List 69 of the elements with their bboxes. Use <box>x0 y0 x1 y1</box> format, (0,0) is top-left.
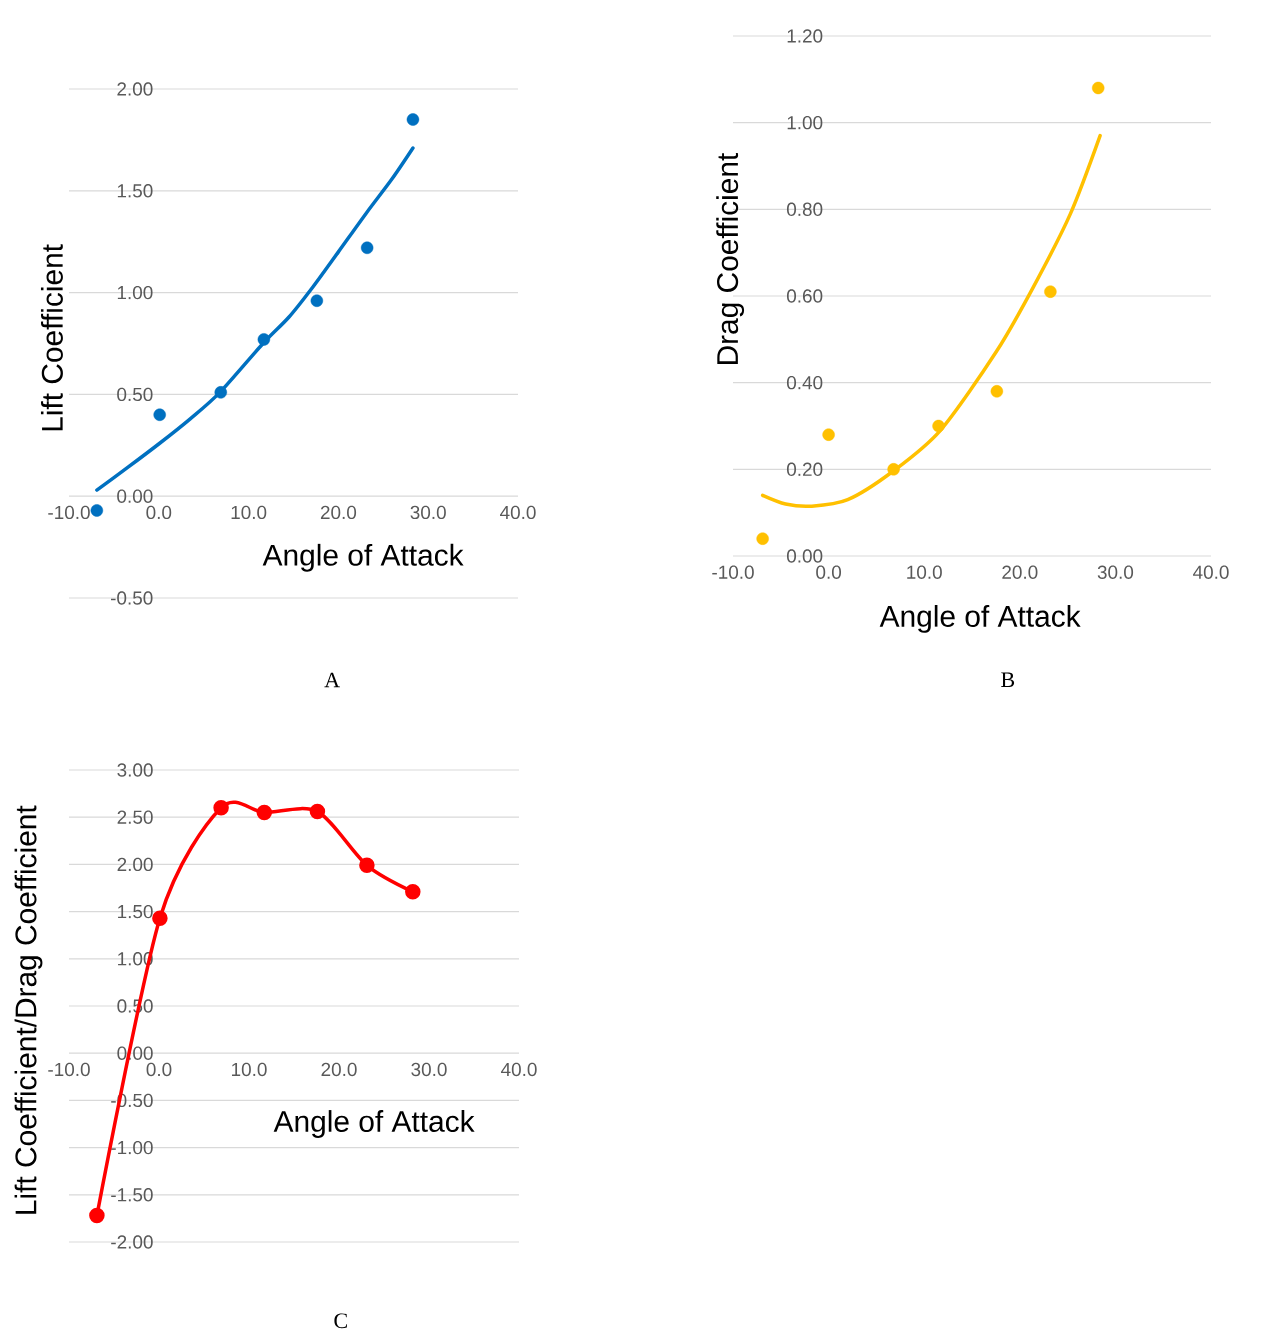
point <box>360 241 374 254</box>
point <box>1044 285 1057 298</box>
y-tick-label: 1.20 <box>787 29 823 43</box>
point <box>309 803 326 820</box>
point <box>756 532 769 545</box>
y-tick-label: -1.00 <box>111 1140 153 1155</box>
y-tick-label: 0.00 <box>117 489 153 503</box>
y-tick-label: 2.00 <box>117 857 153 872</box>
point <box>406 113 420 126</box>
x-tick-label: 10.0 <box>231 505 267 520</box>
x-tick-label: 30.0 <box>411 1062 447 1077</box>
x-tick-label: 40.0 <box>1193 565 1229 579</box>
y-axis-title: Lift Coefficient <box>40 244 63 431</box>
y-tick-label: 0.60 <box>786 289 823 303</box>
x-tick-label: 0.0 <box>146 505 172 520</box>
x-axis-title: Angle of Attack <box>879 604 1081 633</box>
y-axis-title: Drag Coefficient <box>716 152 745 365</box>
y-tick-label: -0.50 <box>110 591 153 605</box>
y-tick-label: 2.00 <box>117 82 153 96</box>
point <box>310 294 324 307</box>
x-axis-title: Angle of Attack <box>262 543 464 572</box>
x-tick-label: 0.0 <box>146 1062 172 1077</box>
point <box>256 804 273 821</box>
point <box>153 408 166 421</box>
line-series <box>760 133 1102 509</box>
x-tick-label: 10.0 <box>907 565 942 579</box>
y-tick-label: 0.50 <box>117 387 153 402</box>
x-tick-label: -10.0 <box>48 1062 90 1077</box>
point <box>89 1207 105 1224</box>
y-tick-label: 0.00 <box>786 549 823 563</box>
point <box>405 884 421 900</box>
point <box>152 910 168 926</box>
point <box>214 386 227 399</box>
point <box>822 428 835 441</box>
y-tick-label: -2.00 <box>111 1235 153 1249</box>
point <box>90 504 104 517</box>
x-tick-label: -10.0 <box>48 505 90 520</box>
x-tick-label: 20.0 <box>320 505 357 520</box>
point <box>887 463 900 476</box>
text: C <box>334 1313 347 1329</box>
y-tick-label: 0.20 <box>786 462 823 477</box>
point <box>932 419 945 433</box>
text: A <box>324 672 340 688</box>
y-tick-label: -1.50 <box>111 1188 153 1202</box>
x-tick-label: 40.0 <box>501 1062 537 1077</box>
x-tick-label: 10.0 <box>232 1062 267 1077</box>
point <box>359 857 375 874</box>
x-tick-label: 0.0 <box>816 565 842 579</box>
x-axis-title: Angle of Attack <box>273 1110 475 1138</box>
y-tick-label: 3.00 <box>117 763 153 777</box>
y-tick-label: 1.50 <box>118 904 153 919</box>
x-tick-label: 40.0 <box>500 505 536 520</box>
x-tick-label: -10.0 <box>712 565 754 579</box>
y-tick-label: 1.50 <box>117 184 153 198</box>
y-tick-label: 2.50 <box>117 810 153 824</box>
x-tick-label: 20.0 <box>321 1062 357 1077</box>
point <box>213 800 229 816</box>
point <box>1092 81 1105 95</box>
x-tick-label: 30.0 <box>410 505 446 520</box>
x-tick-label: 30.0 <box>1097 565 1134 579</box>
x-tick-label: 20.0 <box>1002 565 1038 579</box>
y-tick-label: 1.00 <box>117 285 153 300</box>
y-tick-label: 0.80 <box>786 202 823 217</box>
point <box>257 333 271 346</box>
y-tick-label: 0.40 <box>786 375 823 390</box>
text: B <box>1001 672 1015 687</box>
y-axis-title: Lift Coefficient/Drag Coefficient <box>14 805 43 1214</box>
y-tick-label: 1.00 <box>787 115 823 130</box>
point <box>990 385 1004 398</box>
